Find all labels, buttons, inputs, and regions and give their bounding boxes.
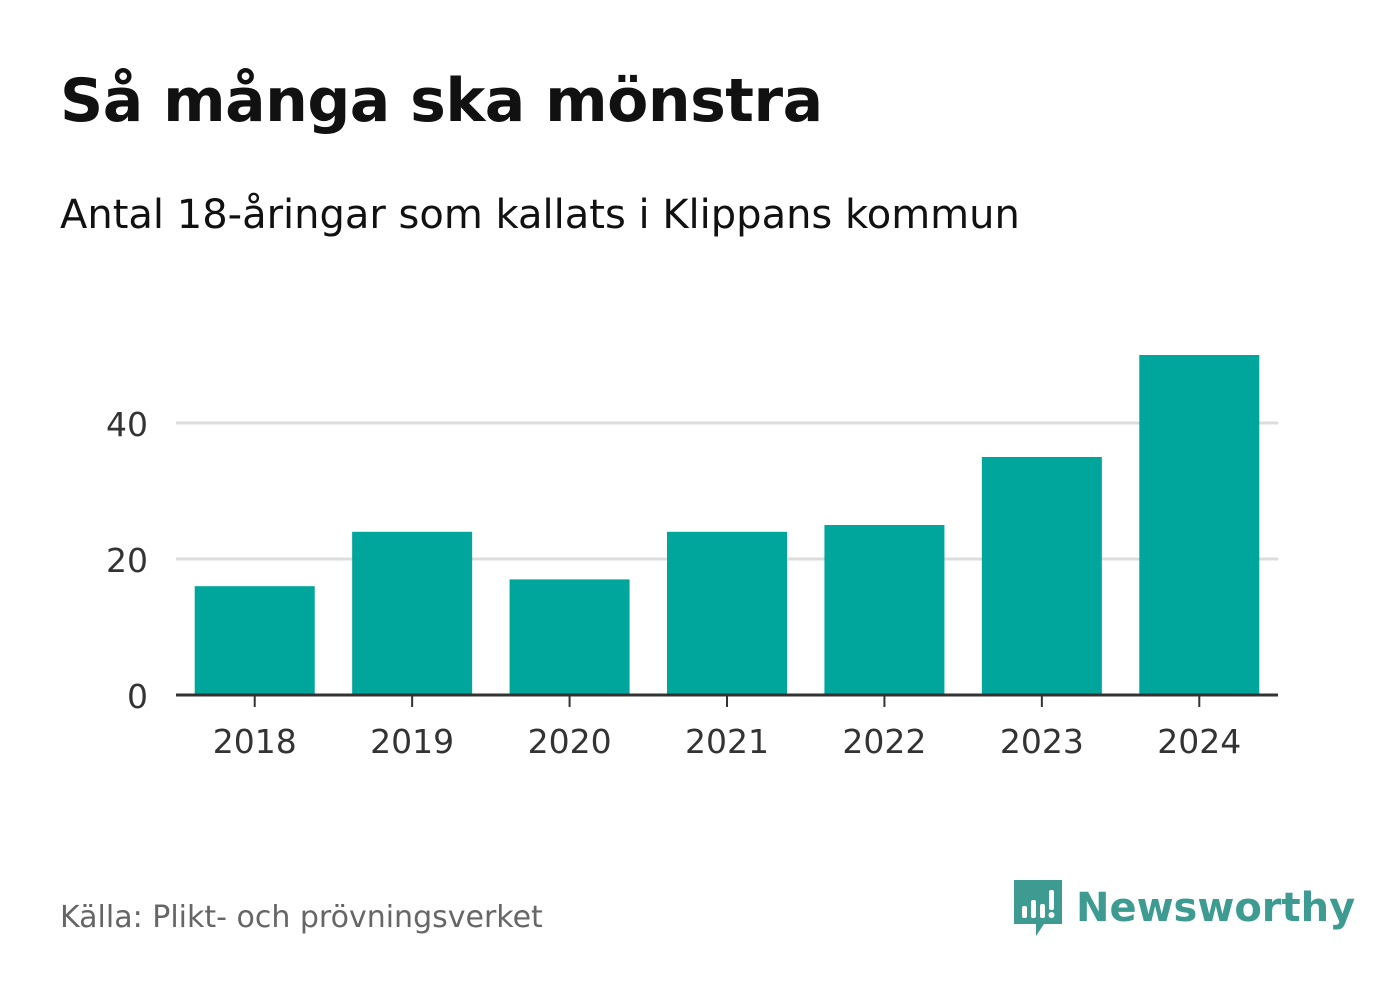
bar	[667, 531, 787, 695]
x-tick-label: 2021	[685, 722, 769, 761]
bar	[824, 525, 945, 695]
brand-logo: Newsworthy	[1010, 878, 1355, 938]
chart-title: Så många ska mönstra	[60, 66, 823, 136]
x-tick-label: 2019	[370, 722, 454, 761]
x-tick-label: 2023	[1000, 722, 1084, 761]
bar	[509, 579, 630, 695]
brand-name: Newsworthy	[1076, 885, 1356, 931]
y-tick-label: 20	[106, 541, 148, 580]
x-tick-label: 2022	[842, 722, 926, 761]
source-note: Källa: Plikt- och prövningsverket	[60, 900, 543, 935]
bar	[1139, 355, 1260, 695]
chart-subtitle: Antal 18-åringar som kallats i Klippans …	[60, 192, 1020, 238]
x-tick-label: 2020	[528, 722, 612, 761]
x-tick-label: 2024	[1157, 722, 1241, 761]
bar	[194, 586, 315, 695]
y-tick-label: 40	[106, 405, 148, 444]
bar	[981, 457, 1102, 695]
bar	[352, 531, 473, 695]
x-tick-label: 2018	[213, 722, 297, 761]
newsworthy-logo-icon	[1014, 880, 1062, 936]
y-tick-label: 0	[127, 677, 148, 716]
